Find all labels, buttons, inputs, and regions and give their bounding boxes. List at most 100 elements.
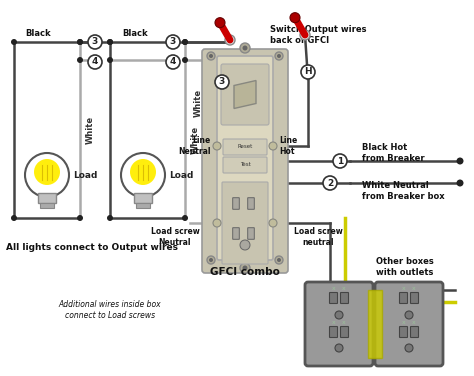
Text: Switch Output wires
back of GFCI: Switch Output wires back of GFCI [270,25,366,45]
Circle shape [456,179,464,186]
Circle shape [88,35,102,49]
Text: x: x [402,320,406,326]
FancyBboxPatch shape [221,64,269,125]
Circle shape [240,240,250,250]
Circle shape [301,65,315,79]
Circle shape [335,344,343,352]
Text: x: x [332,287,336,291]
Circle shape [130,159,156,185]
Circle shape [243,45,247,50]
Text: Load screw
neutral: Load screw neutral [293,227,342,247]
Circle shape [209,54,213,58]
Text: White: White [193,89,202,117]
Text: x: x [342,287,346,291]
Circle shape [215,75,229,89]
Circle shape [166,55,180,69]
Text: x: x [402,287,406,291]
Circle shape [77,39,83,45]
FancyBboxPatch shape [223,139,267,155]
FancyBboxPatch shape [329,326,337,338]
Text: Load: Load [169,170,193,179]
Circle shape [240,263,250,273]
FancyBboxPatch shape [223,157,267,173]
Text: Other boxes
with outlets: Other boxes with outlets [376,257,434,277]
Text: White: White [86,116,95,144]
Text: 1: 1 [337,156,343,165]
FancyBboxPatch shape [248,198,254,209]
Circle shape [107,57,113,63]
FancyBboxPatch shape [217,56,273,260]
Text: 3: 3 [219,77,225,86]
Text: Reset: Reset [237,144,253,150]
Circle shape [213,219,221,227]
Circle shape [269,219,277,227]
FancyBboxPatch shape [134,193,152,203]
Circle shape [405,311,413,319]
Circle shape [77,57,83,63]
FancyBboxPatch shape [222,182,268,264]
Text: Black: Black [122,29,148,38]
Text: x: x [412,287,416,291]
Circle shape [77,39,83,45]
Text: x: x [412,320,416,326]
Circle shape [213,142,221,150]
Text: White: White [191,126,200,154]
Circle shape [34,159,60,185]
Circle shape [182,39,188,45]
FancyBboxPatch shape [233,228,239,239]
FancyBboxPatch shape [368,290,382,358]
Circle shape [182,215,188,221]
Text: Test: Test [240,162,250,167]
Circle shape [182,39,188,45]
Text: Load: Load [73,170,97,179]
Circle shape [335,311,343,319]
FancyBboxPatch shape [248,228,254,239]
Circle shape [456,158,464,165]
Circle shape [405,344,413,352]
FancyBboxPatch shape [40,203,54,208]
FancyBboxPatch shape [375,282,443,366]
Text: Additional wires inside box
connect to Load screws: Additional wires inside box connect to L… [59,300,161,320]
Text: Black Hot
from Breaker: Black Hot from Breaker [362,143,425,163]
Text: Line
Neutral: Line Neutral [179,136,211,156]
Circle shape [243,265,247,270]
Text: White Neutral
from Breaker box: White Neutral from Breaker box [362,181,445,201]
Circle shape [275,256,283,264]
Circle shape [277,54,281,58]
Text: x: x [342,320,346,326]
FancyBboxPatch shape [233,198,239,209]
FancyBboxPatch shape [400,326,408,338]
Circle shape [323,176,337,190]
FancyBboxPatch shape [136,203,150,208]
Circle shape [11,215,17,221]
Circle shape [215,18,225,28]
Circle shape [107,215,113,221]
Text: All lights connect to Output wires: All lights connect to Output wires [6,244,178,253]
FancyBboxPatch shape [305,282,373,366]
Polygon shape [234,80,256,109]
Circle shape [275,52,283,60]
Circle shape [107,39,113,45]
Circle shape [269,142,277,150]
FancyBboxPatch shape [329,293,337,303]
FancyBboxPatch shape [410,293,419,303]
FancyBboxPatch shape [340,326,348,338]
Circle shape [209,258,213,262]
Circle shape [240,43,250,53]
Text: GFCI combo: GFCI combo [210,267,280,277]
Circle shape [300,30,310,40]
Circle shape [121,153,165,197]
Circle shape [277,258,281,262]
Circle shape [166,35,180,49]
Text: 4: 4 [92,58,98,67]
Circle shape [333,154,347,168]
FancyBboxPatch shape [340,293,348,303]
Text: Load screw
Neutral: Load screw Neutral [151,227,200,247]
Circle shape [88,55,102,69]
FancyBboxPatch shape [202,49,288,273]
Text: 3: 3 [92,38,98,47]
Text: 3: 3 [170,38,176,47]
Circle shape [107,39,113,45]
Circle shape [207,256,215,264]
Text: 4: 4 [170,58,176,67]
